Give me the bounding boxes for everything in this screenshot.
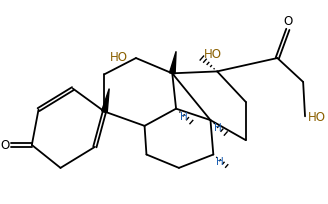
Text: HO: HO: [308, 110, 326, 123]
Text: O: O: [283, 14, 293, 27]
Text: O: O: [1, 139, 10, 152]
Text: H: H: [180, 111, 188, 121]
Polygon shape: [102, 89, 109, 113]
Text: H: H: [214, 122, 222, 132]
Text: HO: HO: [203, 48, 221, 61]
Polygon shape: [170, 52, 176, 74]
Text: H: H: [216, 157, 224, 167]
Text: HO: HO: [110, 50, 128, 63]
